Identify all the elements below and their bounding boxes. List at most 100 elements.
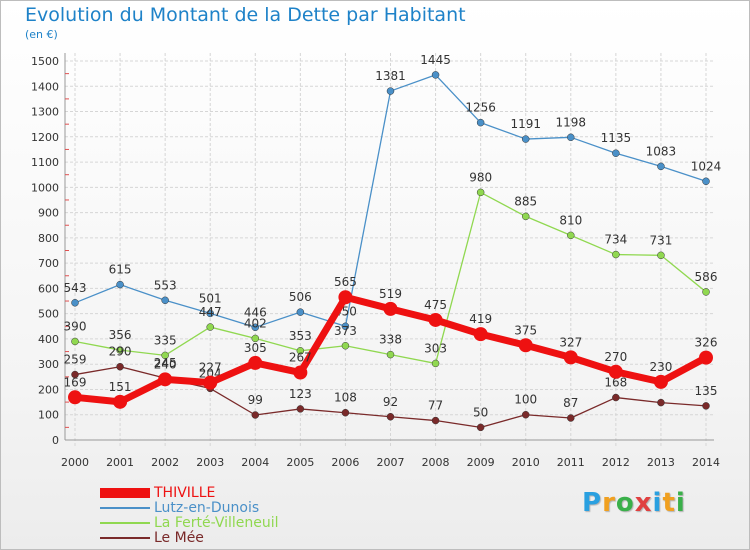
x-tick-label: 2007	[377, 456, 405, 469]
data-point	[431, 359, 440, 368]
y-tick-label: 700	[38, 257, 59, 270]
data-label: 810	[559, 213, 582, 227]
data-point	[473, 327, 488, 342]
data-point	[158, 372, 173, 387]
data-point	[71, 370, 79, 379]
y-tick-label: 1500	[31, 55, 59, 68]
data-point	[428, 312, 443, 327]
data-point	[293, 365, 308, 380]
x-tick-label: 2004	[241, 456, 269, 469]
data-point	[203, 375, 218, 390]
data-label: 446	[244, 305, 267, 319]
data-label: 108	[334, 391, 357, 405]
data-label: 270	[604, 350, 627, 364]
data-point	[296, 308, 305, 316]
data-label: 353	[289, 329, 312, 343]
legend-label: Le Mée	[154, 529, 204, 546]
data-label: 259	[64, 353, 87, 367]
x-tick-label: 2010	[512, 456, 540, 469]
data-point	[251, 323, 260, 332]
legend-item: THIVILLE	[100, 485, 279, 500]
data-label: 267	[289, 351, 312, 365]
data-point	[563, 350, 578, 365]
legend-label: THIVILLE	[154, 484, 216, 501]
data-point	[476, 118, 485, 127]
data-label: 586	[695, 270, 718, 284]
data-label: 447	[199, 305, 222, 319]
data-point	[161, 351, 169, 360]
y-tick-label: 600	[38, 282, 59, 295]
data-point	[386, 87, 395, 95]
data-label: 335	[154, 333, 177, 347]
data-point	[251, 334, 260, 343]
data-point	[612, 393, 620, 402]
data-point	[476, 423, 485, 432]
data-label: 168	[604, 376, 627, 390]
data-label: 123	[289, 387, 312, 401]
data-label: 475	[424, 298, 447, 312]
y-tick-label: 1000	[31, 181, 59, 194]
x-tick-label: 2012	[602, 456, 630, 469]
data-point	[657, 398, 665, 407]
legend-item: Lutz-en-Dunois	[100, 500, 279, 515]
data-label: 731	[649, 233, 672, 247]
x-tick-label: 2002	[151, 456, 179, 469]
data-label: 230	[649, 360, 672, 374]
data-label: 305	[244, 341, 267, 355]
data-point	[341, 322, 350, 331]
y-tick-label: 800	[38, 232, 59, 245]
data-point	[248, 355, 263, 370]
data-label: 169	[64, 375, 87, 389]
data-point	[71, 337, 79, 346]
data-label: 1198	[556, 115, 587, 129]
data-label: 240	[154, 357, 177, 371]
x-tick-label: 2000	[61, 456, 89, 469]
y-tick-label: 1400	[31, 80, 59, 93]
data-point	[338, 290, 353, 305]
data-label: 734	[604, 233, 627, 247]
data-point	[702, 288, 710, 296]
data-label: 77	[428, 399, 443, 413]
data-point	[341, 342, 350, 350]
data-label: 327	[559, 335, 582, 349]
data-point	[116, 346, 124, 354]
x-tick-label: 2009	[467, 456, 495, 469]
y-tick-label: 500	[38, 308, 59, 321]
data-label: 390	[64, 319, 87, 333]
data-point	[612, 250, 620, 259]
data-label: 99	[248, 393, 263, 407]
x-tick-label: 2005	[286, 456, 314, 469]
data-label: 245	[154, 356, 177, 370]
data-label: 135	[695, 384, 718, 398]
data-point	[113, 394, 128, 409]
data-label: 227	[199, 361, 222, 375]
y-tick-label: 1300	[31, 106, 59, 119]
data-label: 885	[514, 194, 537, 208]
data-point	[702, 177, 710, 186]
data-label: 1191	[510, 117, 541, 131]
data-label: 356	[109, 328, 132, 342]
data-label: 615	[109, 263, 132, 277]
data-label: 1024	[691, 159, 722, 173]
data-point	[518, 338, 533, 353]
data-point	[521, 410, 530, 419]
data-label: 1445	[420, 53, 451, 67]
data-label: 1381	[375, 69, 406, 83]
legend-label: La Ferté-Villeneuil	[154, 514, 279, 531]
data-point	[657, 162, 665, 171]
data-point	[612, 149, 620, 157]
data-label: 501	[199, 291, 222, 305]
data-label: 375	[514, 323, 537, 337]
data-point	[71, 299, 79, 307]
data-label: 100	[514, 393, 537, 407]
data-point	[657, 251, 665, 260]
data-label: 1083	[646, 144, 677, 158]
legend-swatch	[100, 506, 150, 509]
data-point	[251, 411, 260, 419]
x-tick-label: 2003	[196, 456, 224, 469]
data-label: 373	[334, 324, 357, 338]
data-point	[296, 347, 305, 355]
legend-item: Le Mée	[100, 530, 279, 545]
x-tick-label: 2011	[557, 456, 585, 469]
data-point	[116, 280, 124, 289]
